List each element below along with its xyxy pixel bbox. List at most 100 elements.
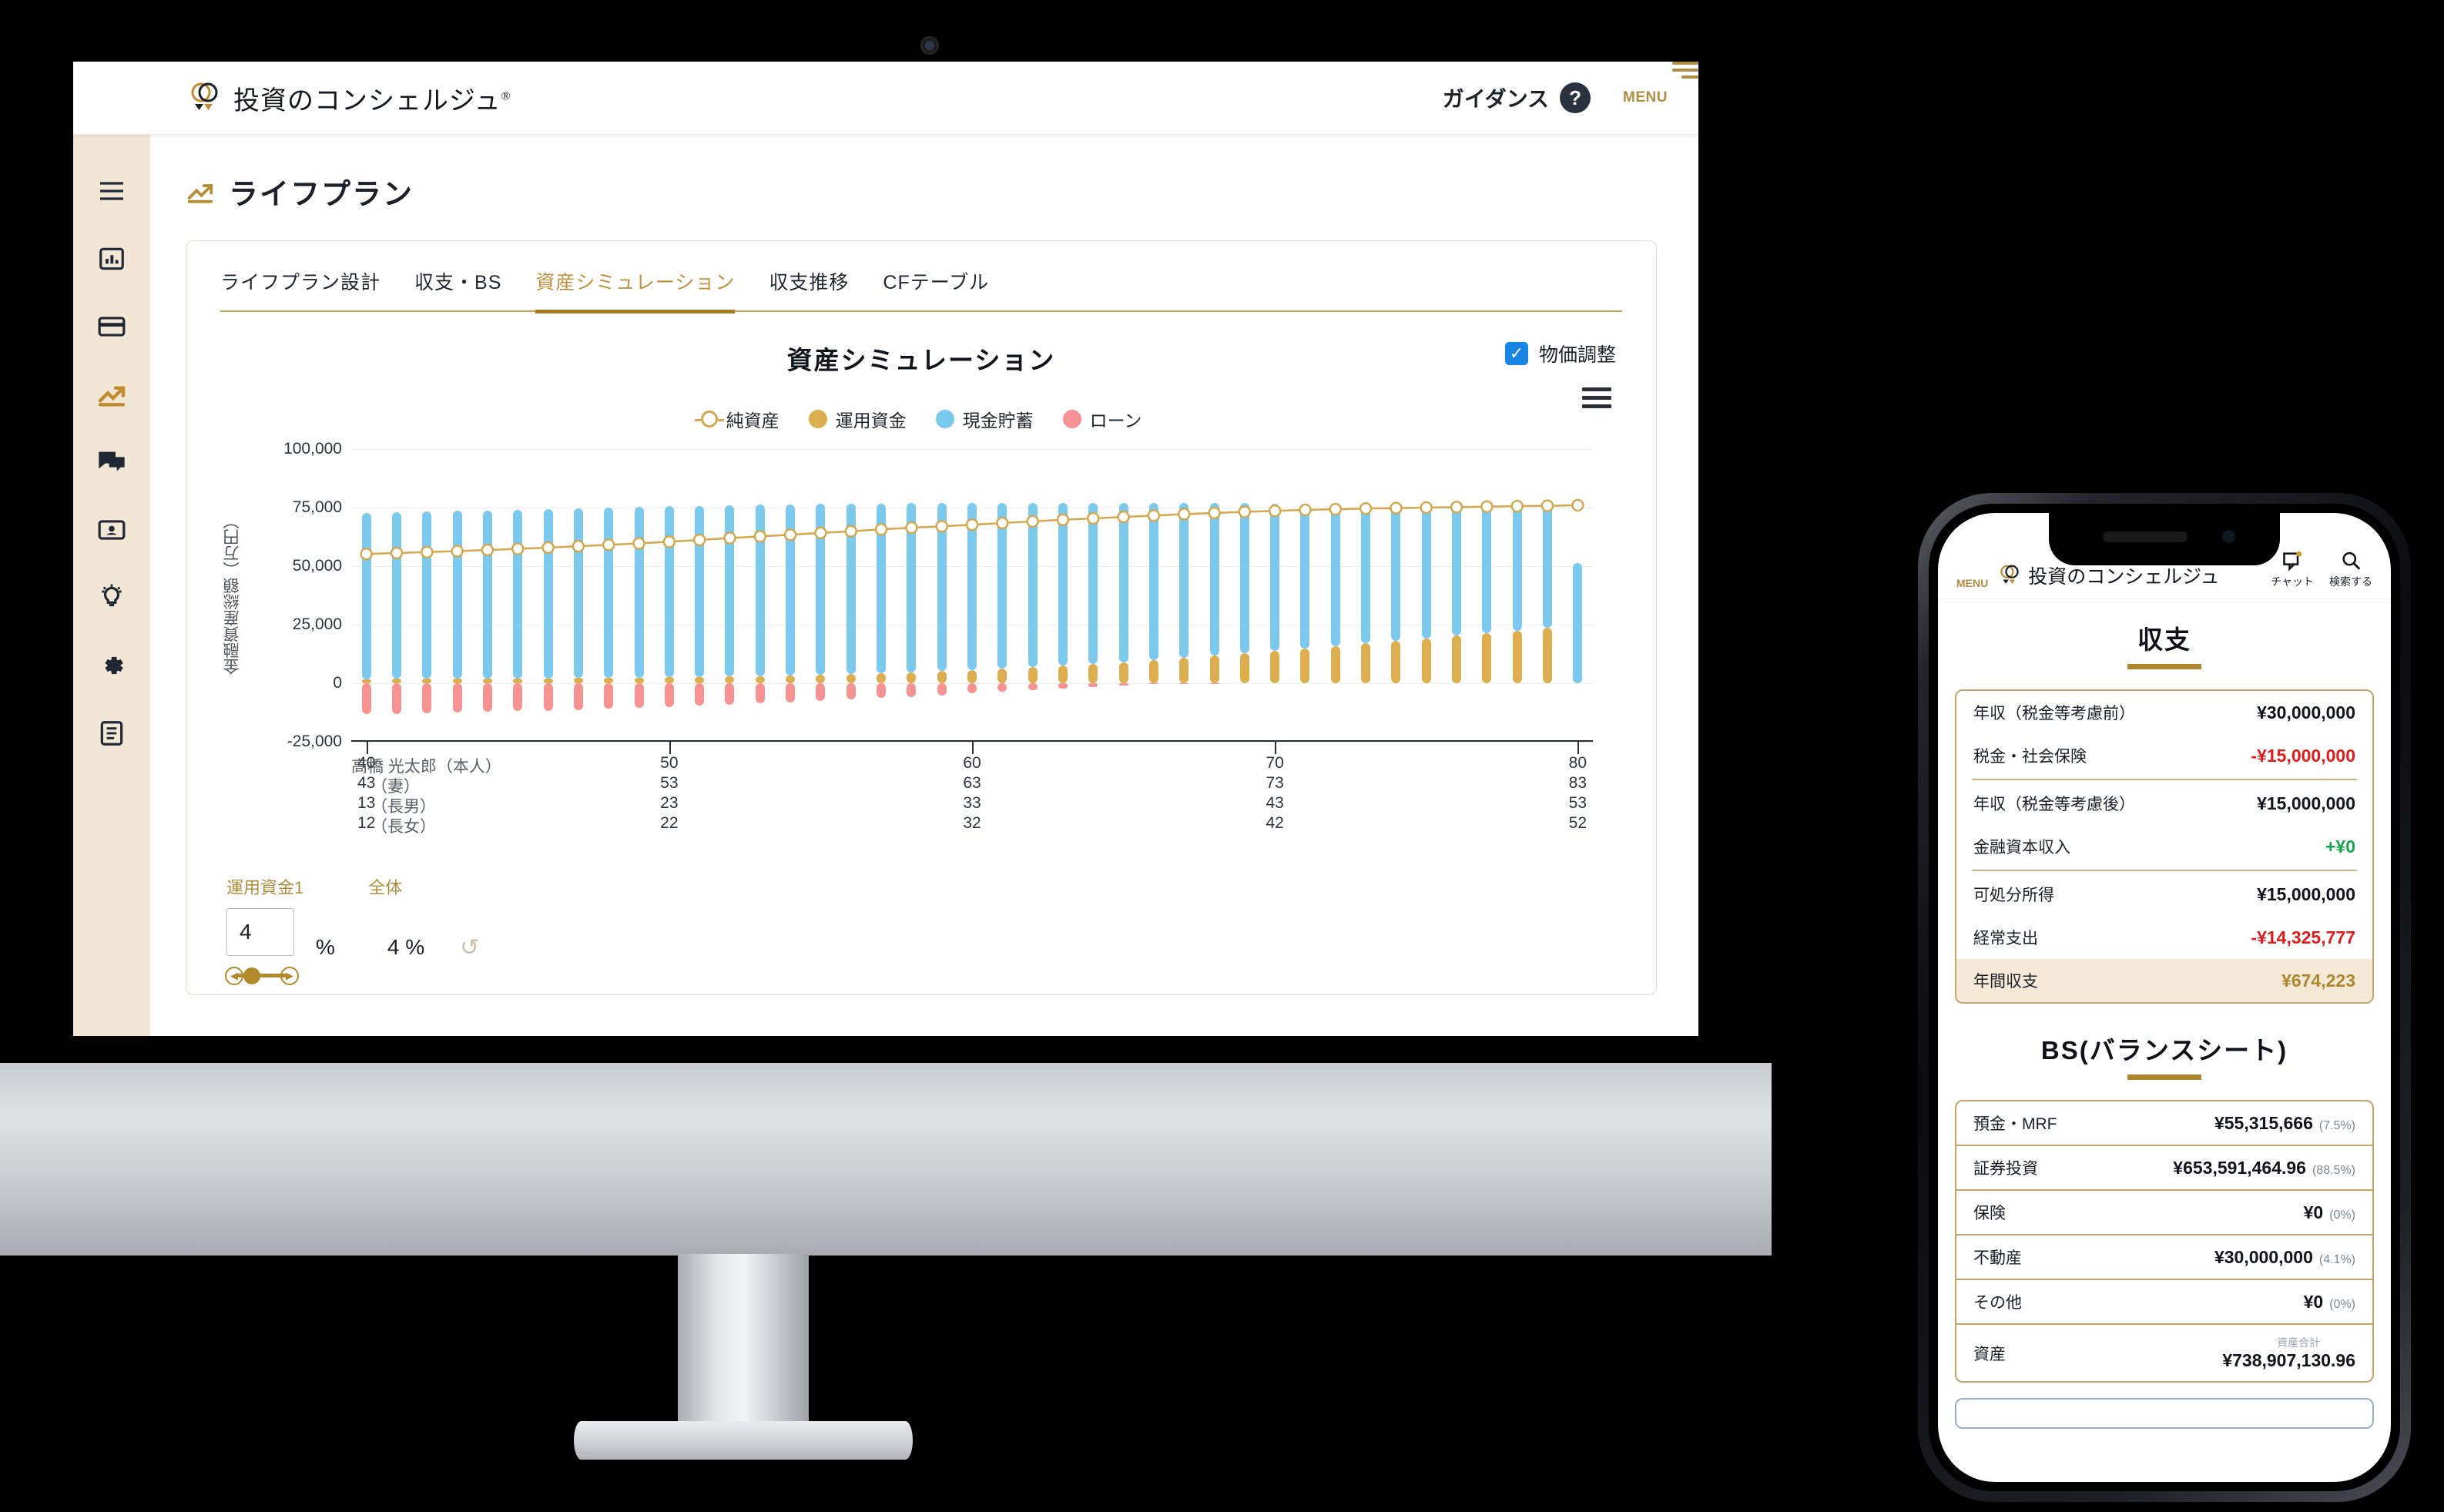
bar-group[interactable] [846,449,856,742]
bar-group[interactable] [1118,449,1128,742]
return-rate-slider[interactable]: ◀ ▶ [225,964,299,987]
bar-group[interactable] [1300,449,1310,742]
return-rate-input[interactable]: 4 [226,908,294,956]
total-rate-value: 4 % [387,935,425,959]
phone-search-button[interactable]: 検索する [2329,550,2372,589]
slider-decrement-icon[interactable]: ◀ [225,967,243,985]
bar-group[interactable] [604,449,614,742]
loan-segment [604,683,614,709]
bar-group[interactable] [695,449,705,742]
slider-increment-icon[interactable]: ▶ [280,967,299,985]
tab-bar: ライフプラン設計 収支・BS 資産シミュレーション 収支推移 CFテーブル [220,267,1622,313]
investment-segment [422,679,432,683]
bar-group[interactable] [422,449,432,742]
phone-brand-logo[interactable]: 投資のコンシェルジュ [1999,562,2220,589]
bar-group[interactable] [725,449,735,742]
bar-group[interactable] [1270,449,1280,742]
sidebar-item-documents[interactable] [94,716,129,751]
bar-group[interactable] [1058,449,1068,742]
inflation-adjust-checkbox[interactable]: ✓ 物価調整 [1504,340,1616,367]
tab-cf-table[interactable]: CFテーブル [883,272,990,293]
help-icon[interactable]: ? [1560,82,1591,113]
investment-segment [604,678,614,683]
tab-income-trend[interactable]: 収支推移 [769,272,850,293]
bar-group[interactable] [664,449,674,742]
phone-chat-button[interactable]: チャット [2271,550,2314,589]
bar-group[interactable] [877,449,887,742]
bar-group[interactable] [755,449,765,742]
section-underline [2127,664,2201,669]
phone-menu-button[interactable]: MENU [1938,513,1988,589]
bar-group[interactable] [1482,449,1492,742]
bar-group[interactable] [391,449,401,742]
legend-item-net-worth[interactable]: 純資産 [694,406,779,432]
bar-group[interactable] [1179,449,1189,742]
chart-menu-icon[interactable] [1582,387,1611,408]
undo-icon[interactable]: ↺ [460,934,480,961]
bar-group[interactable] [1512,449,1522,742]
investment-segment [1300,649,1310,683]
bar-group[interactable] [452,449,462,742]
checkbox-checked-icon[interactable]: ✓ [1504,342,1528,365]
bar-group[interactable] [816,449,826,742]
bar-group[interactable] [1452,449,1462,742]
legend-item-cash[interactable]: 現金貯蓄 [935,406,1034,432]
bar-group[interactable] [482,449,492,742]
investment-segment [725,676,735,683]
menu-label: MENU [1623,89,1668,106]
concierge-logo-icon [189,81,223,115]
tab-asset-simulation[interactable]: 資産シミュレーション [535,267,736,313]
sidebar-item-dashboard[interactable] [94,241,129,277]
legend-item-loan[interactable]: ローン [1062,406,1142,432]
bar-group[interactable] [1543,449,1553,742]
brand-logo[interactable]: 投資のコンシェルジュ® [189,79,511,117]
age-value: 52 [1568,814,1587,832]
bar-group[interactable] [1088,449,1098,742]
bar-group[interactable] [634,449,644,742]
bar-group[interactable] [1330,449,1340,742]
sidebar-item-profile[interactable] [94,512,129,548]
investment-segment [573,678,583,683]
menu-button[interactable]: MENU [1623,62,1698,106]
bar-group[interactable] [1391,449,1401,742]
investment-segment [1543,628,1553,683]
bar-group[interactable] [1239,449,1249,742]
tab-lifeplan-design[interactable]: ライフプラン設計 [220,272,381,293]
legend-label: 運用資金 [835,411,907,431]
investment-segment [997,669,1007,683]
bar-group[interactable] [967,449,977,742]
sidebar-item-lifeplan[interactable] [94,377,129,412]
bar-group[interactable] [1028,449,1038,742]
guidance-button[interactable]: ガイダンス ? [1443,82,1591,113]
cash-segment [1118,502,1128,662]
cash-segment [513,509,523,679]
row-value: ¥653,591,464.96 [2173,1157,2306,1178]
x-axis-tick [669,740,671,754]
sidebar-item-chat[interactable] [94,444,129,480]
bar-group[interactable] [937,449,947,742]
bar-group[interactable] [573,449,583,742]
tab-income-bs[interactable]: 収支・BS [414,272,502,293]
bar-group[interactable] [1573,449,1583,742]
sidebar-item-hamburger[interactable] [94,173,129,209]
bar-group[interactable] [786,449,796,742]
sidebar-item-settings[interactable] [94,648,129,683]
slider-knob[interactable] [243,967,260,984]
percent-sign: % [316,935,335,959]
sidebar-item-insight[interactable] [94,580,129,615]
bar-group[interactable] [997,449,1007,742]
bar-group[interactable] [1421,449,1431,742]
bar-group[interactable] [1361,449,1371,742]
sidebar-item-card[interactable] [94,309,129,344]
bar-group[interactable] [361,449,371,742]
bar-group[interactable] [1209,449,1219,742]
investment-segment [1179,658,1189,683]
registered-mark: ® [501,89,511,103]
legend-item-investment[interactable]: 運用資金 [808,406,907,432]
investment-segment [482,678,492,683]
bar-group[interactable] [907,449,917,742]
slider-track[interactable] [237,974,287,977]
bar-group[interactable] [543,449,553,742]
bar-group[interactable] [1148,449,1158,742]
bar-group[interactable] [513,449,523,742]
